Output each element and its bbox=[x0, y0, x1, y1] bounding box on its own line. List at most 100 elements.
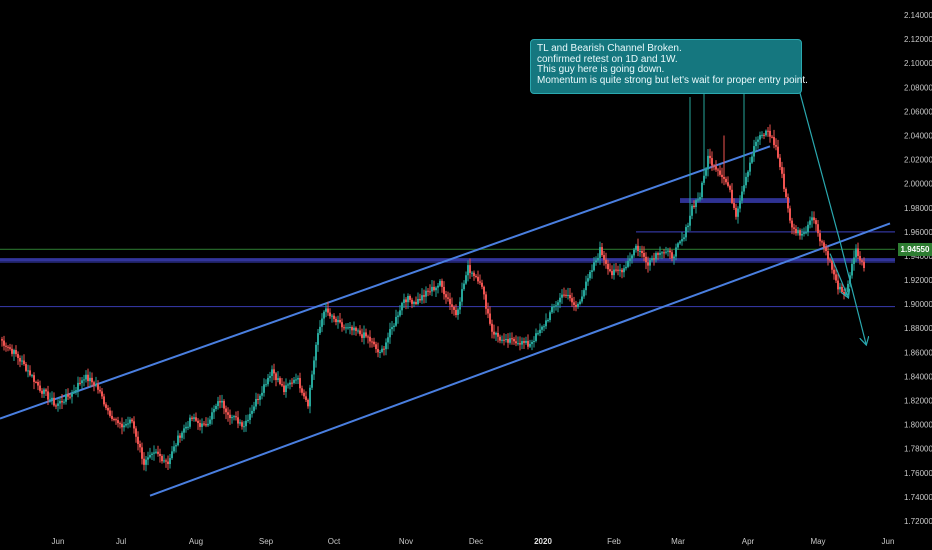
candle-body bbox=[1, 339, 3, 341]
candle-body bbox=[649, 260, 651, 266]
x-tick-label: Nov bbox=[399, 537, 413, 546]
candle-body bbox=[771, 136, 773, 138]
candle-body bbox=[663, 252, 665, 254]
candle-body bbox=[355, 327, 357, 331]
candle-body bbox=[29, 370, 31, 376]
candle-body bbox=[565, 294, 567, 296]
candle-body bbox=[725, 178, 727, 183]
x-tick-label: Mar bbox=[671, 537, 685, 546]
x-tick-label: Sep bbox=[259, 537, 274, 546]
candle-body bbox=[287, 384, 289, 386]
candle-body bbox=[25, 364, 27, 371]
candle-body bbox=[457, 309, 459, 316]
candle-body bbox=[753, 146, 755, 157]
candle-body bbox=[407, 295, 409, 303]
candle-body bbox=[863, 261, 865, 268]
candle-body bbox=[195, 417, 197, 421]
candle-body bbox=[821, 241, 823, 243]
candle-body bbox=[31, 375, 33, 377]
candle-body bbox=[133, 421, 135, 429]
candle-body bbox=[171, 451, 173, 459]
candle-body bbox=[119, 423, 121, 425]
candle-body bbox=[835, 274, 837, 281]
candle-body bbox=[727, 182, 729, 186]
candle-body bbox=[551, 306, 553, 313]
candle-body bbox=[721, 174, 723, 177]
candle-body bbox=[817, 224, 819, 234]
x-tick-label: Jun bbox=[882, 537, 895, 546]
candle-body bbox=[645, 256, 647, 263]
price-axis[interactable]: 2.14000 2.12000 2.10000 2.08000 2.06000 2.040… bbox=[904, 11, 932, 526]
candle-body bbox=[529, 343, 531, 347]
candle-body bbox=[463, 283, 465, 290]
candle-body bbox=[79, 382, 81, 384]
candle-body bbox=[223, 400, 225, 409]
candle-body bbox=[611, 271, 613, 276]
candle-body bbox=[573, 302, 575, 305]
callout-pointer bbox=[799, 92, 841, 242]
time-axis[interactable]: Jun Jul Aug Sep Oct Nov Dec 2020 Feb Mar Apr May Jun bbox=[52, 537, 895, 546]
candle-body bbox=[335, 318, 337, 323]
candle-body bbox=[575, 304, 577, 307]
x-tick-label: Aug bbox=[189, 537, 203, 546]
candle-body bbox=[145, 459, 147, 465]
candle-body bbox=[213, 409, 215, 413]
x-tick-label: Apr bbox=[742, 537, 755, 546]
candle-body bbox=[17, 354, 19, 358]
candle-body bbox=[705, 169, 707, 176]
candle-body bbox=[147, 457, 149, 460]
candle-body bbox=[471, 272, 473, 274]
candle-body bbox=[599, 247, 601, 258]
y-tick-label: 1.98000 bbox=[904, 204, 932, 213]
x-tick-label: Dec bbox=[469, 537, 483, 546]
candle-body bbox=[651, 258, 653, 261]
candle-body bbox=[341, 322, 343, 328]
candle-body bbox=[293, 379, 295, 383]
candle-body bbox=[509, 338, 511, 343]
candle-body bbox=[615, 269, 617, 271]
candle-body bbox=[221, 400, 223, 403]
candle-body bbox=[131, 419, 133, 422]
candle-body bbox=[469, 265, 471, 273]
candle-body bbox=[103, 396, 105, 405]
y-tick-label: 2.14000 bbox=[904, 11, 932, 20]
candle-body bbox=[277, 378, 279, 380]
candle-body bbox=[63, 401, 65, 403]
candle-body bbox=[439, 280, 441, 286]
candle-body bbox=[605, 259, 607, 264]
candle-body bbox=[623, 268, 625, 273]
candle-body bbox=[521, 341, 523, 345]
candle-body bbox=[331, 315, 333, 317]
candle-body bbox=[813, 217, 815, 221]
candle-body bbox=[187, 426, 189, 428]
candle-body bbox=[229, 414, 231, 419]
candle-body bbox=[183, 428, 185, 433]
candle-body bbox=[803, 232, 805, 234]
candle-body bbox=[557, 302, 559, 306]
candle-body bbox=[125, 424, 127, 426]
candle-body bbox=[689, 215, 691, 226]
candle-body bbox=[265, 384, 267, 386]
candle-body bbox=[75, 390, 77, 392]
candle-body bbox=[735, 207, 737, 217]
candle-body bbox=[181, 432, 183, 438]
candle-body bbox=[303, 392, 305, 397]
candle-body bbox=[399, 310, 401, 316]
candle-body bbox=[687, 225, 689, 228]
candle-body bbox=[109, 410, 111, 416]
candle-body bbox=[175, 445, 177, 447]
y-tick-label: 2.04000 bbox=[904, 131, 932, 140]
candle-body bbox=[345, 327, 347, 329]
annotation-callout[interactable]: TL and Bearish Channel Broken. confirmed… bbox=[530, 39, 808, 94]
candle-body bbox=[409, 295, 411, 300]
candle-body bbox=[679, 241, 681, 244]
candle-body bbox=[571, 298, 573, 303]
candle-body bbox=[151, 453, 153, 455]
candle-body bbox=[731, 189, 733, 203]
candle-body bbox=[289, 382, 291, 385]
candle-body bbox=[811, 217, 813, 221]
candle-body bbox=[451, 304, 453, 307]
candle-body bbox=[637, 245, 639, 251]
